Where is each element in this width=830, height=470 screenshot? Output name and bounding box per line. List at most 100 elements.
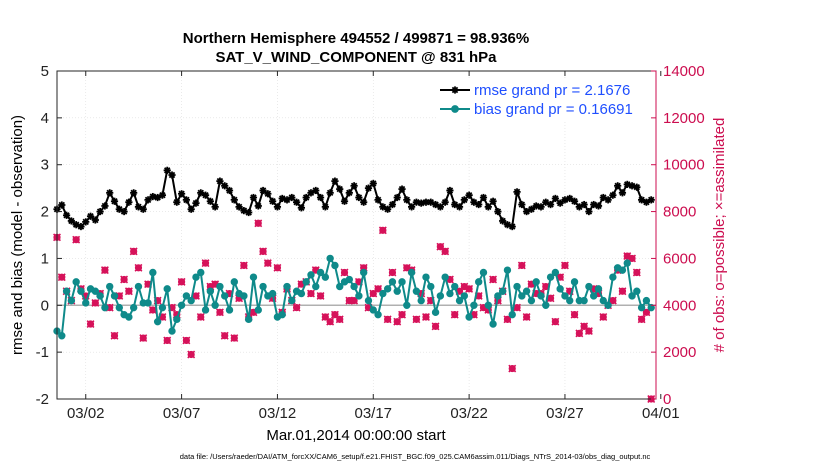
bias-point — [182, 292, 191, 300]
assimilated-obs-point — [220, 331, 229, 340]
rmse-point — [345, 189, 353, 197]
assimilated-obs-point — [163, 336, 172, 345]
bias-point — [321, 273, 330, 281]
assimilated-obs-point — [450, 310, 459, 319]
rmse-point — [302, 193, 310, 202]
rmse-point — [206, 197, 214, 205]
x-tick-label: 04/01 — [642, 405, 680, 422]
rmse-point — [144, 196, 152, 204]
bias-point — [369, 306, 377, 314]
bias-point — [187, 296, 195, 305]
bias-point — [278, 310, 286, 319]
bias-point — [537, 292, 545, 300]
rmse-point — [566, 194, 574, 203]
x-tick-label: 03/12 — [259, 405, 297, 422]
assimilated-obs-point — [182, 336, 191, 345]
bias-point — [609, 273, 617, 281]
bias-point — [642, 296, 651, 305]
rmse-point — [77, 222, 85, 231]
rmse-point — [388, 200, 397, 209]
bias-point — [268, 289, 277, 298]
bias-point — [106, 282, 114, 291]
bias-point — [489, 320, 497, 328]
bias-point — [153, 317, 162, 326]
assimilated-obs-point — [177, 277, 186, 286]
rmse-point — [484, 203, 492, 211]
bias-point — [561, 292, 569, 300]
bias-point — [407, 268, 416, 277]
bias-point — [527, 296, 536, 305]
rmse-point — [369, 179, 377, 188]
rmse-point — [609, 191, 617, 199]
assimilated-obs-point — [522, 313, 531, 321]
assimilated-obs-point — [307, 289, 315, 298]
bias-point — [412, 287, 421, 295]
rmse-point — [340, 197, 349, 205]
rmse-point — [273, 203, 282, 211]
rmse-point — [139, 205, 147, 213]
rmse-point — [489, 197, 497, 205]
rmse-point — [269, 197, 277, 205]
rmse-point — [499, 217, 507, 225]
rmse-point — [182, 196, 190, 204]
rmse-point — [494, 207, 502, 216]
bias-point — [590, 292, 598, 300]
assimilated-obs-point — [129, 247, 138, 256]
bias-point — [417, 296, 425, 305]
bias-point — [551, 268, 560, 277]
rmse-point — [546, 200, 555, 209]
rmse-point — [173, 198, 181, 206]
y2-tick-label: 0 — [663, 391, 671, 408]
bias-point — [254, 306, 262, 314]
chart-title: Northern Hemisphere 494552 / 499871 = 98… — [183, 30, 529, 47]
assimilated-obs-point — [239, 261, 248, 270]
bias-point — [479, 268, 488, 277]
y-tick-label: 3 — [41, 157, 49, 174]
assimilated-obs-point — [412, 315, 421, 324]
bias-point — [398, 278, 406, 286]
rmse-point — [384, 205, 392, 213]
rmse-point — [355, 193, 363, 202]
rmse-point — [331, 177, 339, 185]
legend-box — [436, 78, 651, 122]
assimilated-obs-point — [100, 266, 109, 275]
rmse-point — [120, 207, 128, 216]
y2-tick-label: 6000 — [663, 250, 696, 267]
bias-point — [58, 332, 66, 340]
rmse-point — [192, 199, 200, 207]
rmse-point — [350, 182, 358, 190]
y2-tick-label: 2000 — [663, 344, 696, 361]
assimilated-obs-point — [517, 261, 526, 270]
legend-bias-marker — [451, 105, 459, 113]
rmse-point — [479, 193, 488, 202]
bias-point — [244, 315, 253, 324]
bias-point — [129, 303, 138, 312]
rmse-point — [556, 199, 564, 207]
rmse-point — [527, 205, 536, 213]
assimilated-obs-point — [422, 313, 430, 321]
x-tick-label: 03/07 — [163, 405, 201, 422]
rmse-point — [446, 186, 454, 195]
rmse-point — [297, 204, 305, 212]
rmse-point — [633, 183, 641, 191]
assimilated-obs-point — [316, 291, 325, 300]
assimilated-obs-point — [575, 329, 584, 338]
assimilated-obs-point — [110, 331, 119, 340]
legend-rmse-marker — [451, 86, 459, 94]
bias-point — [312, 282, 320, 291]
bias-point — [149, 268, 157, 277]
bias-point — [168, 327, 176, 335]
bias-point — [216, 282, 224, 291]
bias-point — [201, 306, 210, 314]
assimilated-obs-point — [326, 317, 335, 326]
rmse-point — [67, 217, 75, 225]
bias-point — [427, 282, 435, 291]
rmse-point — [441, 198, 449, 206]
assimilated-obs-point — [134, 263, 143, 272]
bias-point — [249, 273, 258, 281]
rmse-point — [647, 196, 655, 204]
rmse-point — [235, 203, 243, 211]
bias-point — [431, 308, 440, 317]
bias-point — [628, 292, 636, 300]
rmse-point — [436, 203, 444, 211]
